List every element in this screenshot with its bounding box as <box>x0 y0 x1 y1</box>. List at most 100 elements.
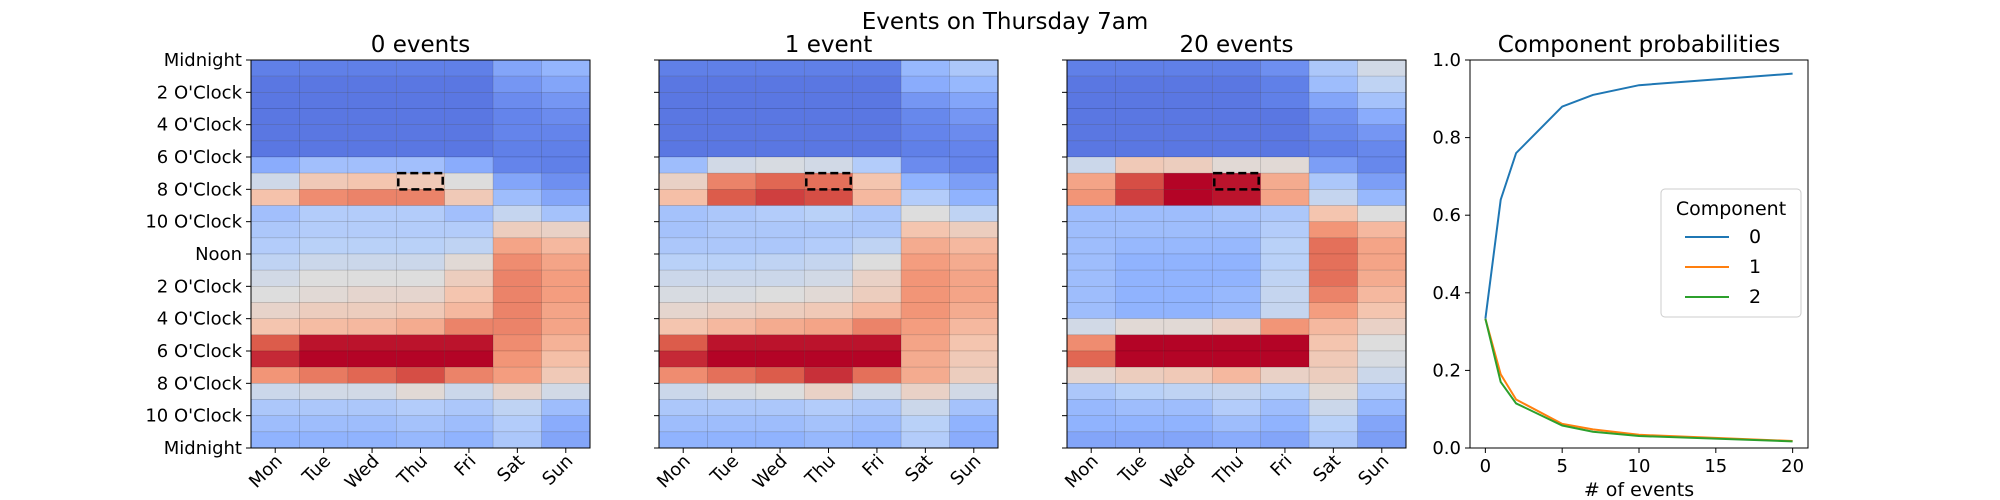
heatmap-cell <box>707 172 757 190</box>
heatmap-cell <box>250 156 300 174</box>
heatmap-cell <box>803 59 854 77</box>
heatmap-cell <box>444 156 494 174</box>
heatmap-cell <box>250 383 300 400</box>
legend-label-1: 1 <box>1749 256 1761 278</box>
heatmap-cell <box>1163 237 1213 255</box>
y-tick-label: 2 O'Clock <box>157 276 243 297</box>
heatmap-cell <box>395 334 446 352</box>
heatmap-cell <box>541 350 591 368</box>
heatmap-cell <box>852 431 902 449</box>
heatmap-cell <box>803 189 854 206</box>
heatmap-cell <box>444 237 494 255</box>
heatmap-cell <box>852 221 902 239</box>
heatmap-cell <box>803 383 854 400</box>
x-tick-label: Mon <box>653 451 695 493</box>
legend-label-2: 2 <box>1749 286 1761 308</box>
heatmap-cell <box>1163 350 1213 368</box>
heatmap-cell <box>541 205 591 222</box>
heatmap-cell <box>949 399 999 416</box>
heatmap-cell <box>347 189 397 206</box>
heatmap-cell <box>250 59 300 77</box>
heatmap-cell <box>803 286 854 303</box>
x-tick-label: Wed <box>1157 451 1200 494</box>
heatmap-cell <box>658 350 708 368</box>
heatmap-cell <box>658 124 708 142</box>
heatmap-cell <box>1211 221 1262 239</box>
heatmap-cell <box>1066 75 1116 93</box>
heatmap-cell <box>707 92 757 109</box>
heatmap-cell <box>1357 269 1407 287</box>
heatmap-cell <box>658 269 708 287</box>
heatmap-cell <box>492 124 542 142</box>
heatmap-cell <box>1260 156 1310 174</box>
y-tick-label: 4 O'Clock <box>157 115 243 136</box>
heatmap-cell <box>1211 253 1262 271</box>
heatmap-cell <box>250 140 300 158</box>
heatmap-cell <box>1066 124 1116 142</box>
heatmap-cell <box>1357 205 1407 222</box>
heatmap-cell <box>1066 431 1116 449</box>
heatmap-cell <box>395 318 446 336</box>
heatmap-cell <box>1357 75 1407 93</box>
heatmap-cell <box>395 286 446 303</box>
heatmap-cell <box>444 140 494 158</box>
heatmap-cell <box>250 92 300 109</box>
heatmap-cell <box>1115 172 1165 190</box>
highlight-box <box>805 171 852 191</box>
heatmap-cell <box>1357 124 1407 142</box>
heatmap-cell <box>1357 431 1407 449</box>
y-tick-label: Midnight <box>164 438 242 459</box>
heatmap-cell <box>755 399 805 416</box>
heatmap-cell <box>1260 172 1310 190</box>
heatmap-cell <box>1260 366 1310 384</box>
heatmap-cell <box>707 205 757 222</box>
heatmap-cell <box>1115 269 1165 287</box>
heatmap-cell <box>1066 334 1116 352</box>
heatmap-cell <box>803 253 854 271</box>
heatmap-cell <box>803 205 854 222</box>
heatmap-cell <box>347 237 397 255</box>
heatmap-cell <box>1066 172 1116 190</box>
heatmap-cell <box>707 366 757 384</box>
heatmap-cell <box>1115 399 1165 416</box>
heatmap-cell <box>1115 334 1165 352</box>
heatmap-cell <box>444 286 494 303</box>
heatmap-cell <box>1163 431 1213 449</box>
heatmap-cell <box>1115 286 1165 303</box>
heatmap-cell <box>1211 237 1262 255</box>
heatmap-cell <box>444 221 494 239</box>
heatmap-cell <box>1260 221 1310 239</box>
heatmap-cell <box>900 269 950 287</box>
heatmap-cell <box>347 59 397 77</box>
heatmap-cell <box>1115 431 1165 449</box>
heatmap-cell <box>707 108 757 125</box>
x-axis-label: # of events <box>1584 479 1694 500</box>
heatmap-cell <box>707 302 757 319</box>
heatmap-cell <box>299 108 349 125</box>
heatmap-cell <box>250 366 300 384</box>
heatmap-cell <box>755 286 805 303</box>
heatmap-cell <box>949 269 999 287</box>
heatmap-cell <box>707 189 757 206</box>
heatmap-cell <box>395 302 446 319</box>
heatmap-cell <box>541 156 591 174</box>
heatmap-cell <box>299 431 349 449</box>
heatmap-cell <box>299 221 349 239</box>
heatmap-cell <box>1357 156 1407 174</box>
heatmap-cell <box>250 253 300 271</box>
heatmap-cell <box>1308 59 1358 77</box>
heatmap-cell <box>658 334 708 352</box>
heatmap-cell <box>1357 415 1407 433</box>
heatmap-cell <box>949 237 999 255</box>
heatmap-cell <box>1066 237 1116 255</box>
heatmap-cell <box>1163 59 1213 77</box>
heatmap-cell <box>1308 334 1358 352</box>
heatmap-cell <box>444 108 494 125</box>
heatmap-cell <box>444 269 494 287</box>
heatmap-cell <box>755 108 805 125</box>
heatmap-cell <box>707 156 757 174</box>
heatmap-cell <box>395 269 446 287</box>
x-tick-label: 10 <box>1628 456 1651 477</box>
heatmap-cell <box>250 350 300 368</box>
heatmap-cell <box>492 334 542 352</box>
